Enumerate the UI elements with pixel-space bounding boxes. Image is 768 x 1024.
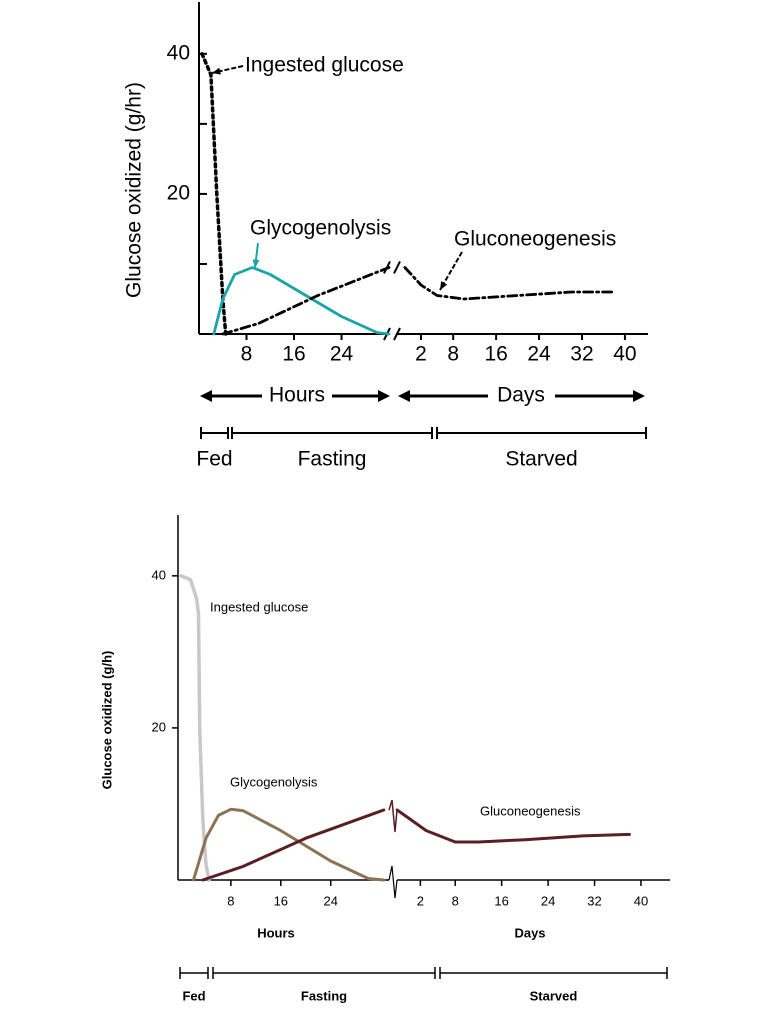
series-label: Gluconeogenesis	[480, 803, 581, 818]
x-tick-label: 16	[282, 343, 305, 366]
arrow-head	[398, 390, 410, 402]
series-line	[179, 574, 211, 882]
series-line	[200, 52, 228, 336]
x-tick-label: 16	[484, 343, 507, 366]
series-label: Glycogenolysis	[230, 774, 318, 789]
period-label: Fasting	[301, 988, 347, 1003]
period-bracket	[439, 967, 668, 979]
series-line	[403, 266, 616, 301]
chart-redrawn: 20 40 8 16 24 2 8 16 24 32 40 Glucose oxidized (g/h…	[99, 515, 670, 1003]
series-line	[395, 808, 631, 844]
x-axis-label: Hours	[257, 925, 295, 940]
y-tick-label: 40	[152, 567, 166, 582]
period-label: Starved	[505, 448, 577, 471]
x-tick-label: 8	[241, 343, 253, 366]
x-tick-label: 16	[274, 893, 288, 908]
x-axis-label: Days	[514, 925, 545, 940]
x-tick-label: 24	[541, 893, 555, 908]
x-tick-label: 16	[494, 893, 508, 908]
arrow-head	[440, 281, 448, 290]
period-bracket	[436, 427, 647, 439]
x-tick-label: 32	[587, 893, 601, 908]
x-tick-label: 8	[227, 893, 234, 908]
arrow-head	[200, 390, 212, 402]
period-bracket	[231, 427, 433, 439]
period-label: Fed	[182, 988, 205, 1003]
series-label: Gluconeogenesis	[454, 228, 616, 251]
x-axis-label: Hours	[269, 384, 325, 407]
series-line	[221, 266, 391, 336]
y-axis-label: Glucose oxidized (g/hr)	[123, 82, 146, 298]
y-tick-label: 40	[167, 41, 190, 64]
series-line	[212, 266, 391, 336]
x-tick-label: 2	[417, 893, 424, 908]
arrow-head	[252, 259, 260, 268]
period-label: Fed	[196, 448, 232, 471]
x-tick-label: 2	[415, 343, 427, 366]
y-axis-label: Glucose oxidized (g/h)	[99, 651, 114, 790]
x-tick-label: 40	[613, 343, 636, 366]
x-tick-label: 8	[452, 893, 459, 908]
period-label: Fasting	[298, 448, 367, 471]
arrow-head	[633, 390, 645, 402]
series-line	[201, 808, 386, 882]
axis-break	[388, 865, 398, 899]
x-tick-label: 24	[323, 893, 337, 908]
x-tick-label: 24	[527, 343, 551, 366]
x-axis-label: Days	[497, 384, 545, 407]
arrow-head	[212, 67, 221, 75]
x-tick-label: 8	[447, 343, 459, 366]
period-bracket	[200, 427, 229, 439]
axis-break	[388, 799, 398, 833]
series-label: Ingested glucose	[245, 54, 404, 77]
series-line	[192, 807, 386, 882]
x-tick-label: 32	[570, 343, 593, 366]
period-bracket	[212, 967, 436, 979]
y-tick-label: 20	[152, 719, 166, 734]
x-tick-label: 40	[634, 893, 648, 908]
series-label: Ingested glucose	[210, 599, 308, 614]
period-bracket	[179, 967, 209, 979]
series-label: Glycogenolysis	[250, 217, 391, 240]
y-tick-label: 20	[167, 181, 190, 204]
arrow-head	[378, 390, 390, 402]
period-label: Starved	[530, 988, 578, 1003]
annotation-arrow	[211, 65, 244, 74]
x-tick-label: 24	[330, 343, 354, 366]
